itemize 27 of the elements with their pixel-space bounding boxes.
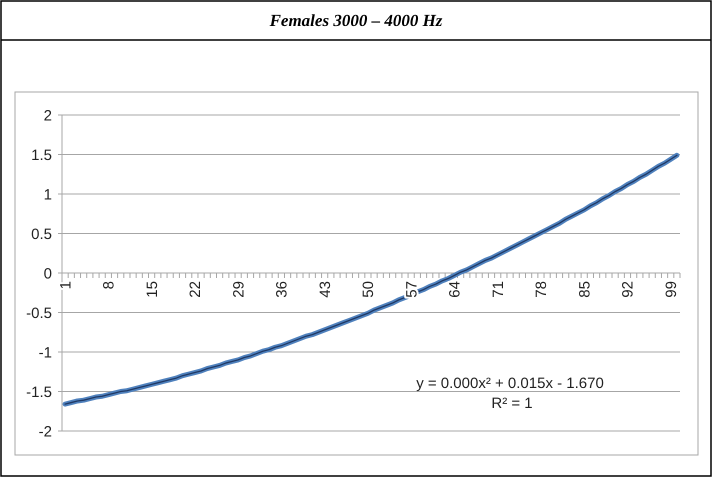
x-tick-label: 64 bbox=[446, 281, 464, 298]
y-tick-label: -1.5 bbox=[26, 384, 52, 401]
x-tick-label: 99 bbox=[662, 281, 680, 298]
x-tick-label: 22 bbox=[187, 281, 204, 298]
x-tick-label: 85 bbox=[576, 281, 594, 298]
x-tick-label: 92 bbox=[620, 281, 637, 298]
x-tick-label: 36 bbox=[274, 281, 291, 298]
x-tick-label: 43 bbox=[316, 281, 334, 298]
x-tick-label: 78 bbox=[533, 281, 550, 298]
x-tick-label: 29 bbox=[230, 281, 248, 298]
chart-title: Females 3000 – 4000 Hz bbox=[268, 11, 443, 30]
y-tick-label: -2 bbox=[38, 423, 52, 440]
y-tick-label: -0.5 bbox=[26, 304, 52, 322]
x-tick-label: 57 bbox=[403, 281, 420, 298]
y-tick-label: -1 bbox=[38, 344, 52, 362]
y-tick-label: 0 bbox=[44, 265, 52, 282]
x-tick-label: 71 bbox=[490, 281, 507, 298]
y-tick-label: 1 bbox=[44, 186, 52, 204]
x-tick-label: 15 bbox=[144, 281, 161, 298]
x-tick-label: 50 bbox=[360, 281, 378, 298]
y-tick-label: 0.5 bbox=[31, 226, 52, 243]
annotation: R² = 1 bbox=[491, 395, 533, 412]
y-tick-label: 1.5 bbox=[31, 146, 52, 164]
x-tick-label: 8 bbox=[100, 281, 118, 290]
x-tick-label: 1 bbox=[57, 281, 74, 290]
annotation: y = 0.000x² + 0.015x - 1.670 bbox=[416, 375, 604, 392]
y-tick-label: 2 bbox=[44, 107, 52, 124]
